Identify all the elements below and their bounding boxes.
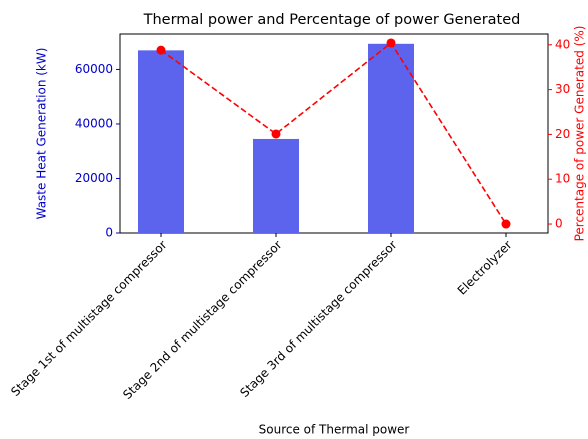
y-tick-label: 0 — [105, 226, 113, 240]
chart-title: Thermal power and Percentage of power Ge… — [143, 12, 521, 28]
point — [156, 45, 166, 55]
y2-tick-label: 30 — [555, 82, 570, 96]
y-tick-label: 60000 — [75, 62, 113, 76]
bar — [368, 43, 414, 234]
x-tick-label: Electrolyzer — [455, 238, 515, 298]
point — [271, 129, 281, 139]
x-axis-label: Source of Thermal power — [259, 423, 410, 437]
y-tick-label: 20000 — [75, 171, 113, 185]
y-axis-label: Waste Heat Generation (kW) — [35, 48, 49, 220]
y-tick-label: 40000 — [75, 116, 113, 130]
y2-tick-label: 10 — [555, 172, 570, 186]
bar — [138, 50, 184, 233]
plot-frame — [119, 33, 549, 234]
bar — [253, 138, 299, 233]
point — [386, 38, 396, 48]
y2-axis-label: Percentage of power Generated (%) — [573, 26, 587, 242]
point — [501, 219, 511, 229]
y2-tick-label: 0 — [555, 217, 563, 231]
y2-tick-label: 40 — [555, 37, 570, 51]
y2-tick-label: 20 — [555, 127, 570, 141]
line — [160, 41, 507, 225]
